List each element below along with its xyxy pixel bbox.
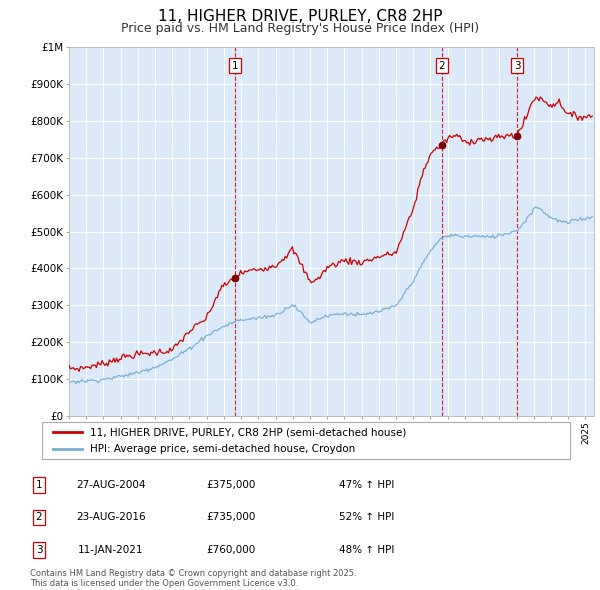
Text: 2: 2 [35, 513, 43, 522]
Text: £760,000: £760,000 [206, 545, 256, 555]
Text: 52% ↑ HPI: 52% ↑ HPI [339, 513, 394, 522]
Text: £375,000: £375,000 [206, 480, 256, 490]
Text: 3: 3 [35, 545, 43, 555]
Text: 1: 1 [35, 480, 43, 490]
Text: 48% ↑ HPI: 48% ↑ HPI [339, 545, 394, 555]
Text: 11-JAN-2021: 11-JAN-2021 [78, 545, 144, 555]
Text: Contains HM Land Registry data © Crown copyright and database right 2025.
This d: Contains HM Land Registry data © Crown c… [30, 569, 356, 588]
Text: 23-AUG-2016: 23-AUG-2016 [76, 513, 146, 522]
Text: 2: 2 [439, 61, 445, 71]
Text: 27-AUG-2004: 27-AUG-2004 [76, 480, 146, 490]
Text: HPI: Average price, semi-detached house, Croydon: HPI: Average price, semi-detached house,… [89, 444, 355, 454]
Text: 11, HIGHER DRIVE, PURLEY, CR8 2HP: 11, HIGHER DRIVE, PURLEY, CR8 2HP [158, 9, 442, 24]
Text: 11, HIGHER DRIVE, PURLEY, CR8 2HP (semi-detached house): 11, HIGHER DRIVE, PURLEY, CR8 2HP (semi-… [89, 427, 406, 437]
Text: Price paid vs. HM Land Registry's House Price Index (HPI): Price paid vs. HM Land Registry's House … [121, 22, 479, 35]
Text: 3: 3 [514, 61, 520, 71]
Text: £735,000: £735,000 [206, 513, 256, 522]
Text: 47% ↑ HPI: 47% ↑ HPI [339, 480, 394, 490]
Text: 1: 1 [232, 61, 238, 71]
